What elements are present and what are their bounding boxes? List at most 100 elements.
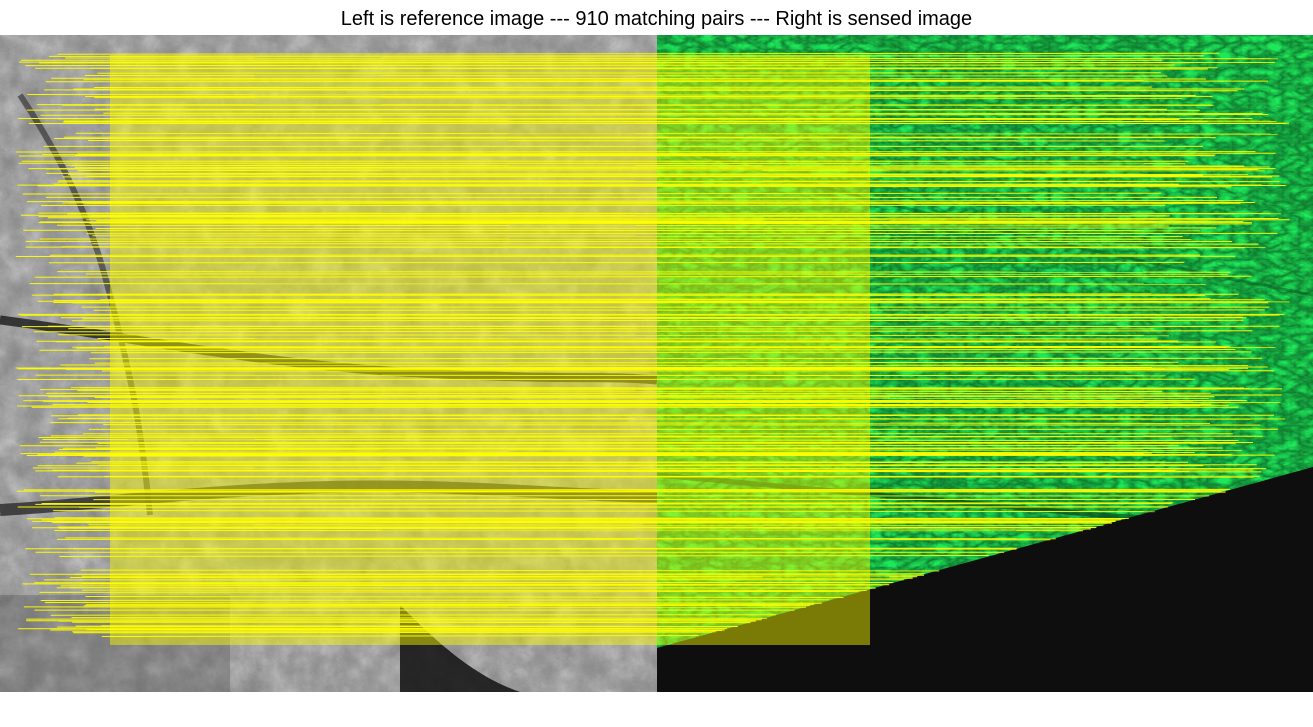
match-line: [71, 617, 768, 619]
match-line: [76, 347, 1227, 349]
match-line: [41, 502, 1174, 504]
match-line: [94, 397, 1209, 399]
match-line: [44, 602, 822, 604]
match-line: [18, 394, 1282, 397]
match-line: [22, 192, 1161, 195]
match-line: [96, 220, 1244, 222]
match-line: [18, 118, 1180, 120]
match-line: [51, 414, 1275, 417]
match-line: [88, 222, 1253, 225]
match-line: [99, 298, 1211, 301]
match-line: [50, 422, 1211, 424]
match-line: [90, 351, 1252, 354]
match-line: [89, 526, 1097, 528]
match-line: [70, 387, 1250, 390]
match-line: [95, 227, 1217, 229]
match-line: [57, 224, 1169, 227]
match-line: [39, 590, 859, 593]
match-line: [77, 390, 1163, 392]
match-line: [54, 517, 1129, 519]
match-line: [57, 271, 1231, 273]
match-line: [25, 367, 1153, 369]
match-line: [60, 584, 883, 587]
match-line: [101, 635, 699, 637]
match-line: [83, 79, 1180, 82]
match-line: [34, 275, 1252, 278]
match-line: [92, 235, 1183, 237]
match-line: [58, 449, 1242, 451]
match-line: [40, 599, 830, 601]
match-line: [97, 338, 1158, 340]
match-line: [82, 317, 1247, 320]
match-line: [65, 537, 1057, 540]
match-line: [51, 77, 1206, 80]
match-line: [48, 55, 1204, 57]
match-line: [45, 80, 1268, 83]
reference-image: [0, 35, 658, 692]
match-line: [58, 334, 1170, 337]
match-line: [42, 154, 1166, 156]
match-line: [33, 330, 1253, 333]
match-line: [94, 490, 1222, 493]
match-line: [70, 577, 913, 579]
match-line: [26, 618, 762, 621]
match-line: [53, 299, 1265, 301]
match-line: [52, 522, 1113, 524]
match-line: [26, 200, 1244, 203]
match-line: [23, 488, 1231, 491]
match-line: [27, 94, 1196, 96]
match-line: [71, 319, 1244, 322]
match-line: [18, 162, 1186, 165]
match-line: [46, 172, 1249, 175]
match-line: [85, 596, 844, 598]
match-line: [94, 361, 1179, 364]
match-line: [101, 625, 738, 627]
match-line: [35, 503, 1172, 505]
match-line: [94, 108, 1200, 111]
match-lines: [15, 52, 1290, 645]
match-line: [53, 510, 1155, 513]
match-line: [81, 582, 893, 584]
match-line: [75, 132, 1278, 135]
match-line: [37, 454, 1160, 456]
match-line: [37, 300, 1290, 303]
match-line: [66, 400, 1243, 402]
match-line: [50, 629, 723, 631]
match-line: [86, 628, 725, 631]
match-line: [103, 424, 1261, 426]
match-line: [80, 569, 940, 572]
empty-region: [657, 467, 1313, 692]
match-line: [94, 97, 1183, 99]
match-line: [59, 555, 989, 557]
match-line: [50, 614, 776, 616]
match-line: [42, 439, 1239, 441]
match-line: [77, 152, 1276, 155]
match-line: [38, 221, 1157, 224]
match-line: [40, 114, 1269, 116]
match-line: [85, 489, 1226, 492]
match-line: [100, 175, 1231, 177]
match-line: [29, 573, 925, 576]
match-line: [38, 436, 1172, 438]
match-visualization: [0, 35, 1313, 692]
match-line: [35, 374, 1166, 377]
figure-title: Left is reference image --- 910 matching…: [340, 8, 973, 30]
match-line: [25, 64, 1176, 67]
match-line: [58, 527, 1091, 530]
match-line: [54, 137, 1216, 139]
match-line: [32, 467, 1267, 470]
match-line: [35, 67, 1218, 69]
match-line: [74, 166, 1270, 169]
match-line: [88, 524, 1104, 526]
match-line: [36, 340, 1195, 343]
match-line: [28, 168, 1259, 170]
match-line: [81, 575, 918, 578]
match-line: [58, 180, 1183, 182]
match-line: [57, 52, 1219, 55]
match-line: [20, 453, 1232, 455]
match-line: [84, 75, 1168, 77]
match-line: [44, 89, 1238, 92]
match-line: [65, 57, 1278, 60]
match-line: [29, 283, 1206, 285]
match-line: [52, 469, 1176, 472]
